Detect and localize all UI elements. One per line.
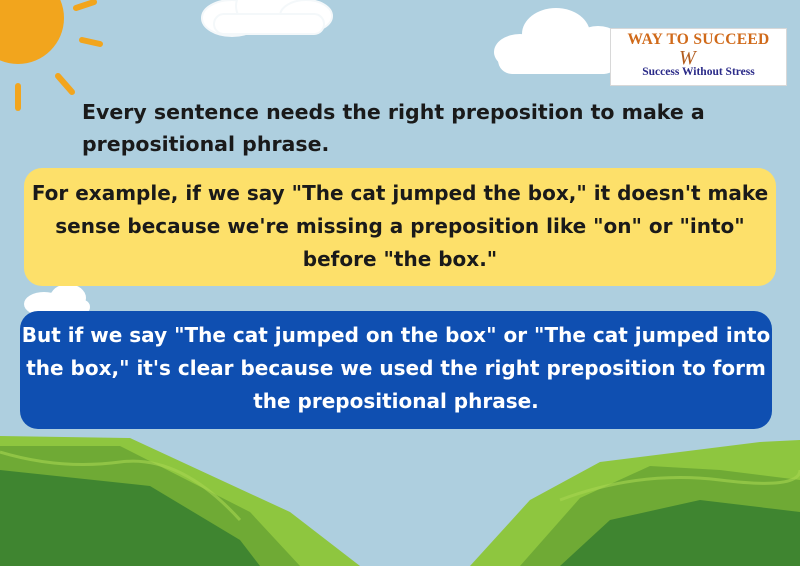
- correct-usage-box: But if we say "The cat jumped on the box…: [20, 311, 772, 429]
- cloud-icon: [201, 0, 333, 37]
- logo-tagline: Success Without Stress: [642, 66, 755, 78]
- correct-usage-text: But if we say "The cat jumped on the box…: [21, 323, 771, 413]
- sun-icon: [0, 0, 103, 111]
- example-box: For example, if we say "The cat jumped t…: [24, 168, 776, 286]
- cloud-icon: [494, 8, 624, 74]
- left-mountain: [0, 436, 360, 566]
- logo-mark: W: [679, 47, 696, 69]
- logo-name: WAY TO SUCCEED: [627, 31, 770, 48]
- example-text: For example, if we say "The cat jumped t…: [31, 181, 769, 271]
- intro-text: Every sentence needs the right prepositi…: [82, 100, 705, 156]
- right-mountain: [470, 440, 800, 566]
- cloud-icon: [24, 284, 90, 316]
- brand-logo: WAY TO SUCCEED W Success Without Stress: [610, 28, 787, 86]
